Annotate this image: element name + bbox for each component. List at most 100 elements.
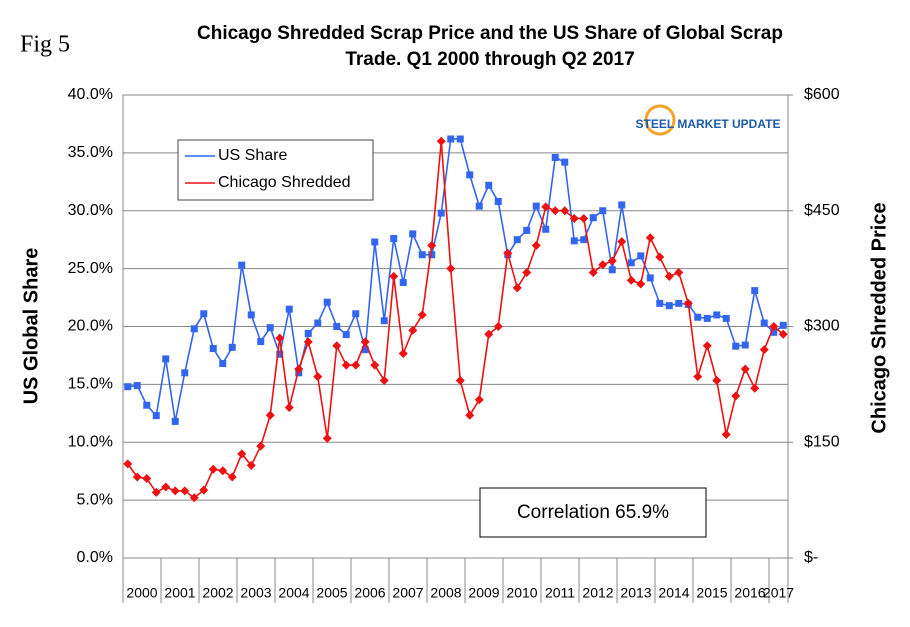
series-line <box>127 141 784 499</box>
marker <box>447 135 455 143</box>
marker <box>428 251 436 259</box>
x-tick-label: 2004 <box>278 585 309 601</box>
y-tick-label: 15.0% <box>68 376 113 393</box>
marker <box>219 360 227 368</box>
marker <box>143 401 151 409</box>
x-tick-label: 2008 <box>430 585 461 601</box>
marker <box>398 349 408 359</box>
y-axis-label: US Global Share <box>20 248 42 405</box>
marker <box>162 355 170 363</box>
marker <box>322 433 332 443</box>
marker <box>266 324 274 332</box>
marker <box>275 333 285 343</box>
marker <box>370 360 380 370</box>
marker <box>675 299 683 307</box>
marker <box>656 299 664 307</box>
marker <box>674 267 684 277</box>
marker <box>408 325 418 335</box>
marker <box>683 298 693 308</box>
x-tick-label: 2013 <box>620 585 651 601</box>
marker <box>751 287 759 295</box>
marker <box>703 314 711 322</box>
x-tick-label: 2016 <box>734 585 765 601</box>
marker <box>627 259 635 267</box>
x-tick-label: 2009 <box>468 585 499 601</box>
marker <box>237 449 247 459</box>
marker <box>485 181 493 189</box>
legend-label: Chicago Shredded <box>218 174 351 191</box>
marker <box>750 383 760 393</box>
marker <box>446 264 456 274</box>
marker <box>646 274 654 282</box>
marker <box>285 305 293 313</box>
x-tick-label: 2017 <box>763 585 794 601</box>
marker <box>257 338 265 346</box>
marker <box>512 283 522 293</box>
figure-label: Fig 5 <box>20 32 70 58</box>
x-tick-label: 2010 <box>506 585 537 601</box>
marker <box>341 360 351 370</box>
y2-tick-label: $600 <box>804 86 840 103</box>
marker <box>551 154 559 162</box>
x-tick-label: 2006 <box>354 585 385 601</box>
marker <box>637 252 645 260</box>
y-tick-label: 25.0% <box>68 260 113 277</box>
marker <box>713 311 721 319</box>
x-tick-label: 2007 <box>392 585 423 601</box>
legend-box <box>177 139 374 201</box>
marker <box>599 207 607 215</box>
marker <box>246 460 256 470</box>
x-tick-label: 2000 <box>126 585 157 601</box>
marker <box>123 459 133 469</box>
y-tick-label: 35.0% <box>68 144 113 161</box>
marker <box>208 464 218 474</box>
marker <box>779 321 787 329</box>
marker <box>276 350 284 358</box>
marker <box>228 343 236 351</box>
x-tick-label: 2011 <box>545 585 575 601</box>
chart-title: Trade. Q1 2000 through Q2 2017 <box>345 49 634 70</box>
marker <box>333 323 341 330</box>
marker <box>655 252 665 262</box>
marker <box>542 225 550 233</box>
y-tick-label: 40.0% <box>68 86 113 103</box>
marker <box>494 197 502 205</box>
marker <box>371 238 379 246</box>
marker <box>303 337 313 347</box>
marker <box>493 322 503 331</box>
marker <box>778 329 788 339</box>
marker <box>702 341 712 351</box>
annotation-box <box>479 487 707 538</box>
marker <box>665 302 673 310</box>
marker <box>474 395 484 405</box>
marker <box>133 382 141 390</box>
marker <box>561 158 569 166</box>
logo: STEEL MARKET UPDATE <box>636 104 780 136</box>
marker <box>351 360 361 370</box>
marker <box>218 466 228 476</box>
marker <box>265 410 275 420</box>
marker <box>171 417 179 425</box>
marker <box>588 267 598 277</box>
annotation: Correlation 65.9% <box>517 502 669 523</box>
marker <box>731 391 741 401</box>
marker <box>132 472 142 482</box>
marker <box>361 346 369 354</box>
marker <box>569 213 579 223</box>
y-tick-label: 5.0% <box>77 491 113 508</box>
y2-tick-label: $300 <box>804 318 840 335</box>
marker <box>580 236 588 244</box>
marker <box>694 313 702 321</box>
marker <box>436 136 446 146</box>
marker <box>332 341 342 351</box>
marker <box>770 328 778 336</box>
marker <box>579 213 589 223</box>
marker <box>418 251 426 259</box>
y2-tick-label: $- <box>804 549 818 566</box>
marker <box>466 171 474 179</box>
marker <box>189 493 199 503</box>
marker <box>379 376 389 386</box>
x-tick-label: 2012 <box>582 585 613 601</box>
marker <box>390 235 398 243</box>
